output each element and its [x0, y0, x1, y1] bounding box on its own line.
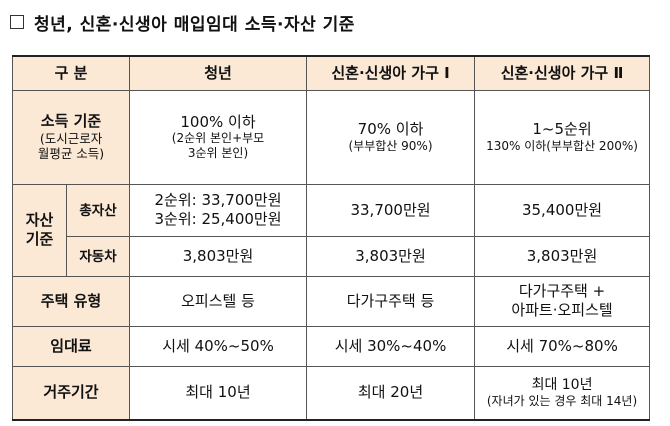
period-nb2-1: 최대 10년 — [531, 376, 593, 393]
asset-label-1: 자산 — [25, 211, 54, 230]
housing-nb2-1: 다가구주택 + — [518, 282, 606, 301]
housing-nb2-2: 아파트·오피스텔 — [511, 301, 613, 319]
asset-total-youth-cell: 2순위: 33,700만원 3순위: 25,400만원 — [129, 183, 308, 237]
income-nb2-sub: 130% 이하(부부합산 200%) — [486, 138, 638, 153]
income-label-cell: 소득 기준 (도시근로자 월평균 소득) — [11, 89, 131, 185]
housing-label: 주택 유형 — [11, 275, 131, 327]
income-sublabel-1: (도시근로자 — [39, 130, 103, 146]
asset-car-label-cell: 자동차 — [65, 235, 131, 277]
asset-car-row: 자동차 3,803만원 3,803만원 3,803만원 — [13, 235, 651, 277]
income-label: 소득 기준 — [40, 112, 102, 130]
asset-total-label: 총자산 — [79, 203, 117, 219]
rent-nb2: 시세 70%~80% — [474, 325, 651, 367]
header-youth: 청년 — [129, 55, 308, 91]
housing-nb1: 다가구주택 등 — [306, 275, 476, 327]
header-category: 구 분 — [11, 55, 131, 91]
income-nb2-main: 1~5순위 — [532, 120, 592, 139]
rent-label: 임대료 — [11, 325, 131, 367]
income-nb2-cell: 1~5순위 130% 이하(부부합산 200%) — [474, 89, 651, 185]
income-youth-cell: 100% 이하 (2순위 본인+부모 3순위 본인) — [129, 89, 308, 185]
housing-nb2-cell: 다가구주택 + 아파트·오피스텔 — [474, 275, 651, 327]
income-nb1-main: 70% 이하 — [357, 120, 424, 139]
period-label: 거주기간 — [11, 365, 131, 421]
rent-row: 임대료 시세 40%~50% 시세 30%~40% 시세 70%~80% — [11, 325, 651, 367]
period-nb1: 최대 20년 — [306, 365, 476, 421]
period-nb2-2: (자녀가 있는 경우 최대 14년) — [486, 394, 638, 408]
income-nb1-cell: 70% 이하 (부부합산 90%) — [306, 89, 476, 185]
asset-total-label-cell: 총자산 — [65, 183, 131, 237]
asset-total-row: 자산 기준 총자산 2순위: 33,700만원 3순위: 25,400만원 33… — [12, 183, 651, 277]
income-youth-sub1: (2순위 본인+부모 — [171, 131, 265, 146]
income-nb1-sub: (부부합산 90%) — [348, 138, 433, 153]
header-row: 구 분 청년 신혼·신생아 가구 Ⅰ 신혼·신생아 가구 Ⅱ — [11, 55, 651, 91]
asset-total-youth-1: 2순위: 33,700만원 — [154, 191, 282, 210]
asset-label-2: 기준 — [25, 230, 54, 248]
period-nb2-cell: 최대 10년 (자녀가 있는 경우 최대 14년) — [474, 365, 651, 421]
asset-total-nb1: 33,700만원 — [306, 183, 476, 237]
asset-car-youth: 3,803만원 — [129, 235, 308, 277]
checkbox-square-icon — [10, 15, 24, 29]
asset-car-nb2: 3,803만원 — [474, 235, 651, 277]
header-newlywed-2: 신혼·신생아 가구 Ⅱ — [474, 55, 651, 91]
asset-car-label: 자동차 — [79, 249, 117, 265]
housing-youth: 오피스텔 등 — [129, 275, 308, 327]
rent-nb1: 시세 30%~40% — [306, 325, 476, 367]
asset-total-nb2: 35,400만원 — [474, 183, 651, 237]
asset-car-nb1: 3,803만원 — [306, 235, 476, 277]
asset-label-cell: 자산 기준 — [12, 183, 67, 277]
housing-row: 주택 유형 오피스텔 등 다가구주택 등 다가구주택 + 아파트·오피스텔 — [11, 275, 651, 327]
income-row: 소득 기준 (도시근로자 월평균 소득) 100% 이하 (2순위 본인+부모 … — [11, 89, 651, 185]
rent-youth: 시세 40%~50% — [129, 325, 308, 367]
income-youth-sub2: 3순위 본인) — [187, 146, 249, 161]
period-row: 거주기간 최대 10년 최대 20년 최대 10년 (자녀가 있는 경우 최대 … — [11, 365, 651, 421]
period-youth: 최대 10년 — [129, 365, 308, 421]
income-youth-main: 100% 이하 — [180, 112, 256, 131]
income-sublabel-2: 월평균 소득) — [37, 146, 105, 162]
title-text: 청년, 신혼·신생아 매입임대 소득·자산 기준 — [34, 14, 355, 35]
page-title: 청년, 신혼·신생아 매입임대 소득·자산 기준 — [10, 9, 355, 35]
asset-total-youth-2: 3순위: 25,400만원 — [154, 210, 282, 228]
header-newlywed-1: 신혼·신생아 가구 Ⅰ — [306, 55, 476, 91]
criteria-table: 구 분 청년 신혼·신생아 가구 Ⅰ 신혼·신생아 가구 Ⅱ 소득 기준 (도시… — [11, 55, 651, 421]
